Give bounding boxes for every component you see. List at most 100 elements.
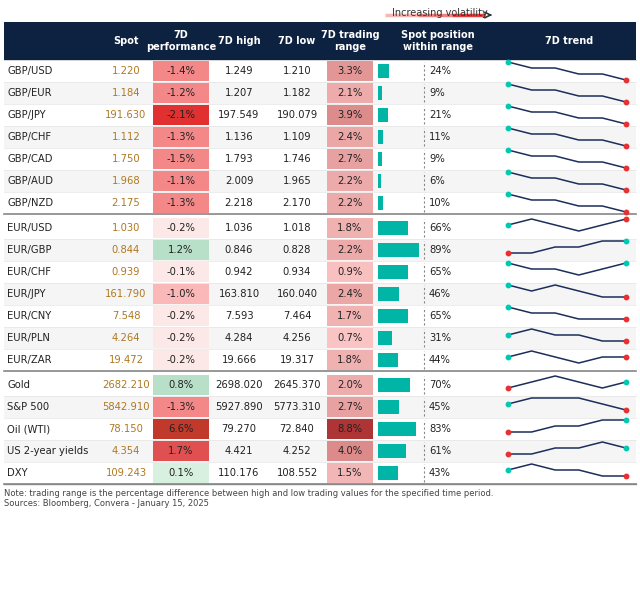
Text: 110.176: 110.176 (218, 468, 260, 478)
Bar (4, 239, 636, 261)
Text: 1.746: 1.746 (283, 154, 311, 164)
Bar (153, 328, 209, 348)
Text: -1.3%: -1.3% (166, 132, 195, 142)
Text: EUR/GBP: EUR/GBP (7, 245, 51, 255)
Bar (153, 218, 209, 238)
Bar (4, 22, 636, 60)
Bar (4, 192, 636, 214)
Text: 1.030: 1.030 (112, 223, 140, 233)
Text: 65%: 65% (429, 267, 451, 277)
Bar (327, 240, 373, 260)
Text: 19.666: 19.666 (221, 355, 257, 365)
Bar (4, 217, 636, 239)
Bar (378, 331, 392, 345)
Text: EUR/CHF: EUR/CHF (7, 267, 51, 277)
Text: 9%: 9% (429, 154, 445, 164)
Text: -1.3%: -1.3% (166, 198, 195, 208)
Bar (153, 306, 209, 326)
Bar (378, 466, 398, 480)
Bar (378, 221, 408, 235)
Text: 8.8%: 8.8% (337, 424, 363, 434)
Text: 43%: 43% (429, 468, 451, 478)
Text: 2.7%: 2.7% (337, 402, 363, 412)
Bar (153, 350, 209, 370)
Bar (153, 463, 209, 483)
Text: 1.2%: 1.2% (168, 245, 194, 255)
Text: GBP/AUD: GBP/AUD (7, 176, 53, 186)
Bar (4, 126, 636, 148)
Text: 66%: 66% (429, 223, 451, 233)
Bar (327, 127, 373, 147)
Text: 4.421: 4.421 (225, 446, 253, 456)
Text: Spot: Spot (113, 36, 139, 46)
Text: 1.036: 1.036 (225, 223, 253, 233)
Text: 89%: 89% (429, 245, 451, 255)
Bar (327, 149, 373, 169)
Text: 61%: 61% (429, 446, 451, 456)
Text: 6.6%: 6.6% (168, 424, 194, 434)
Text: 2.4%: 2.4% (337, 132, 363, 142)
Text: 7D
performance: 7D performance (146, 30, 216, 52)
Text: 4.252: 4.252 (283, 446, 311, 456)
Bar (378, 400, 399, 414)
Text: 21%: 21% (429, 110, 451, 120)
Text: 11%: 11% (429, 132, 451, 142)
Text: 2.7%: 2.7% (337, 154, 363, 164)
Bar (4, 261, 636, 283)
Bar (4, 82, 636, 104)
Bar (378, 353, 398, 367)
Bar (327, 441, 373, 461)
Text: 3.9%: 3.9% (337, 110, 363, 120)
Text: 160.040: 160.040 (276, 289, 317, 299)
Text: 7D trading
range: 7D trading range (321, 30, 380, 52)
Text: 1.136: 1.136 (225, 132, 253, 142)
Text: 2.2%: 2.2% (337, 245, 363, 255)
Bar (4, 327, 636, 349)
Text: 2.175: 2.175 (111, 198, 140, 208)
Bar (327, 375, 373, 395)
Text: 70%: 70% (429, 380, 451, 390)
Bar (4, 440, 636, 462)
Text: 7.593: 7.593 (225, 311, 253, 321)
Bar (327, 397, 373, 417)
Text: 1.7%: 1.7% (337, 311, 363, 321)
Text: 7.464: 7.464 (283, 311, 311, 321)
Bar (153, 149, 209, 169)
Text: 109.243: 109.243 (106, 468, 147, 478)
Bar (153, 284, 209, 304)
Bar (378, 378, 410, 392)
Bar (4, 170, 636, 192)
Bar (327, 350, 373, 370)
Text: 163.810: 163.810 (218, 289, 260, 299)
Text: 1.793: 1.793 (225, 154, 253, 164)
Text: 4.354: 4.354 (112, 446, 140, 456)
Text: 1.249: 1.249 (225, 66, 253, 76)
Text: 2.1%: 2.1% (337, 88, 363, 98)
Text: DXY: DXY (7, 468, 28, 478)
Text: 0.8%: 0.8% (168, 380, 193, 390)
Text: 2645.370: 2645.370 (273, 380, 321, 390)
Bar (327, 193, 373, 213)
Text: -0.2%: -0.2% (166, 311, 195, 321)
Bar (378, 130, 383, 144)
Text: -1.4%: -1.4% (166, 66, 195, 76)
Text: 1.109: 1.109 (283, 132, 311, 142)
Text: -1.0%: -1.0% (166, 289, 195, 299)
Bar (153, 419, 209, 439)
Bar (4, 305, 636, 327)
Text: -0.1%: -0.1% (166, 267, 195, 277)
Text: -0.2%: -0.2% (166, 333, 195, 343)
Text: EUR/ZAR: EUR/ZAR (7, 355, 51, 365)
Text: 7D trend: 7D trend (545, 36, 593, 46)
Text: -0.2%: -0.2% (166, 223, 195, 233)
Bar (4, 349, 636, 371)
Bar (153, 171, 209, 191)
Bar (378, 64, 389, 78)
Text: 4.264: 4.264 (112, 333, 140, 343)
Text: -0.2%: -0.2% (166, 355, 195, 365)
Text: 197.549: 197.549 (218, 110, 260, 120)
Bar (327, 328, 373, 348)
Bar (327, 218, 373, 238)
Bar (378, 422, 416, 436)
Bar (4, 60, 636, 82)
